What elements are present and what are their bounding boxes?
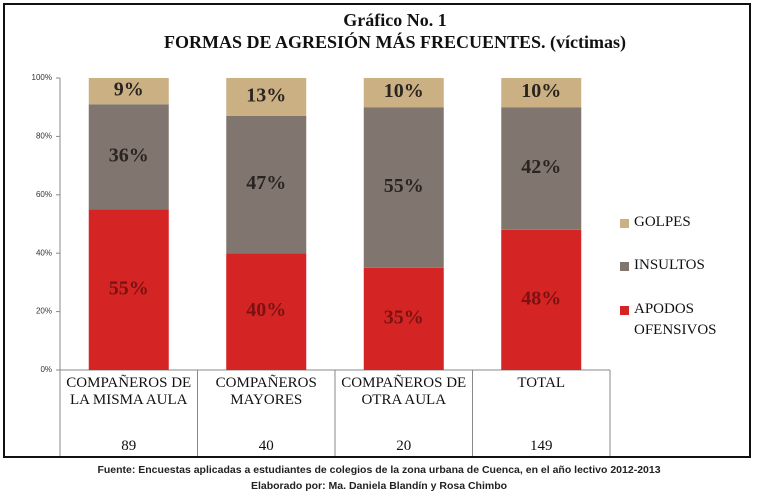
count-label: 89 (121, 438, 137, 454)
x-tick-label: COMPAÑEROS MAYORES (215, 375, 317, 408)
bar-segment (226, 78, 307, 116)
legend-swatch (620, 219, 629, 228)
bar-segment (88, 78, 169, 105)
data-label: 35% (384, 306, 424, 328)
legend-swatch (620, 306, 629, 315)
y-tick-label: 100% (32, 73, 52, 82)
bar-segment (501, 78, 582, 108)
source: Fuente: Encuestas aplicadas a estudiante… (97, 464, 661, 476)
data-label: 13% (246, 85, 286, 107)
y-tick-label: 80% (36, 132, 52, 141)
legend-label: APODOS OFENSIVOS (634, 301, 717, 338)
data-label: 36% (109, 144, 149, 166)
legend-label: INSULTOS (634, 257, 705, 273)
credits: Elaborado por: Ma. Daniela Blandín y Ros… (250, 480, 508, 492)
x-tick-label: COMPAÑEROS DE LA MISMA AULA (66, 375, 192, 408)
x-tick-label: COMPAÑEROS DE OTRA AULA (341, 375, 467, 408)
x-tick-label: TOTAL (517, 375, 566, 391)
bar-segment (363, 78, 444, 108)
bar-segment (363, 107, 444, 268)
data-label: 40% (246, 299, 286, 321)
y-tick-label: 0% (40, 365, 52, 374)
count-label: 149 (530, 438, 553, 454)
bar-segment (88, 209, 169, 370)
data-label: 42% (521, 156, 561, 178)
bar-segment (226, 253, 307, 370)
data-label: 47% (246, 172, 286, 194)
data-label: 10% (521, 80, 561, 102)
legend-label: GOLPES (634, 214, 691, 230)
chart-subtitle: FORMAS DE AGRESIÓN MÁS FRECUENTES. (víct… (163, 32, 627, 52)
count-label: 40 (258, 438, 274, 454)
data-label: 55% (109, 277, 149, 299)
count-label: 20 (396, 438, 412, 454)
bar-segment (501, 229, 582, 370)
bar-segment (363, 267, 444, 370)
data-label: 9% (114, 79, 144, 101)
bar-segment (501, 107, 582, 230)
data-label: 48% (521, 288, 561, 310)
data-label: 10% (384, 80, 424, 102)
chart-title: Gráfico No. 1 (343, 10, 447, 30)
frame (3, 3, 751, 458)
y-tick-label: 60% (36, 190, 52, 199)
data-label: 55% (384, 175, 424, 197)
legend-swatch (620, 262, 629, 271)
bar-segment (226, 115, 307, 254)
y-tick-label: 20% (36, 307, 52, 316)
bar-segment (88, 104, 169, 210)
y-tick-label: 40% (36, 248, 52, 257)
